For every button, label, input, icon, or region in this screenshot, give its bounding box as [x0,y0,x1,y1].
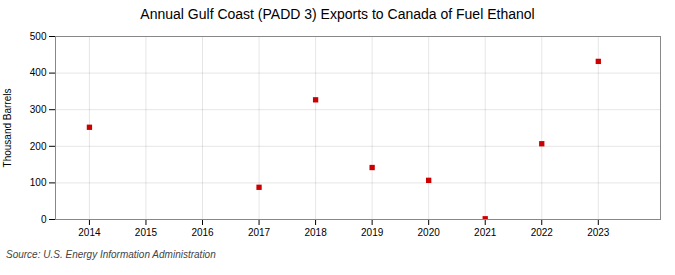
svg-text:400: 400 [30,67,47,78]
svg-text:2017: 2017 [248,227,271,238]
svg-text:100: 100 [30,177,47,188]
svg-text:300: 300 [30,104,47,115]
svg-text:2015: 2015 [135,227,158,238]
svg-text:2014: 2014 [78,227,101,238]
svg-text:2022: 2022 [531,227,554,238]
svg-text:500: 500 [30,31,47,42]
svg-text:2020: 2020 [418,227,441,238]
html-text:Annual Gulf Coast (PADD 3) Exp: Annual Gulf Coast (PADD 3) Exports to Ca… [140,6,535,22]
svg-text:Thousand Barrels: Thousand Barrels [2,89,13,168]
svg-text:200: 200 [30,141,47,152]
svg-text:2021: 2021 [474,227,497,238]
html-text:Source: U.S. Energy Informatio: Source: U.S. Energy Information Administ… [6,249,216,260]
svg-text:2019: 2019 [361,227,384,238]
svg-text:2016: 2016 [191,227,214,238]
svg-text:2023: 2023 [587,227,610,238]
svg-text:2018: 2018 [304,227,327,238]
svg-text:0: 0 [41,214,47,225]
